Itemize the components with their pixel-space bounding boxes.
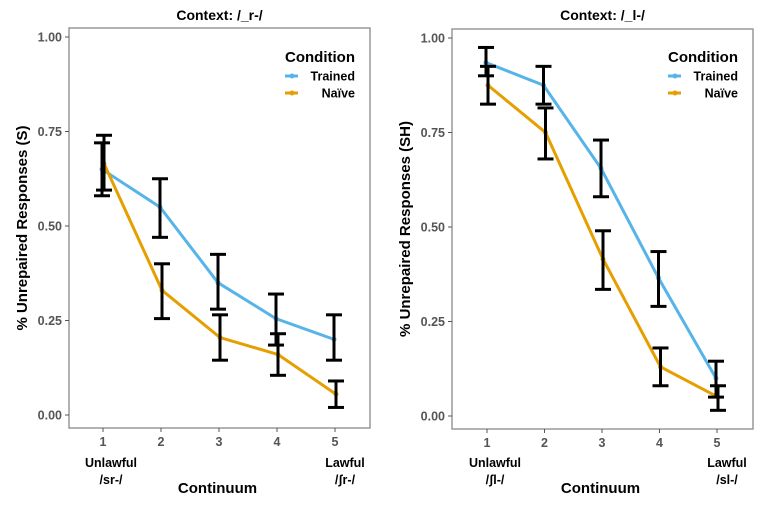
legend-entry: Trained [694, 70, 738, 84]
x-end-label-left: /sr-/ [100, 473, 123, 487]
x-tick-label: 1 [100, 435, 107, 449]
y-tick-label: 1.00 [421, 32, 445, 46]
x-tick-label: 3 [216, 435, 223, 449]
x-axis-title: Continuum [178, 480, 257, 497]
x-end-label-left: Unlawful [85, 456, 137, 470]
x-tick-label: 1 [484, 436, 491, 450]
legend-key-point [672, 73, 678, 79]
x-tick-label: 4 [656, 436, 663, 450]
x-tick-label: 5 [332, 435, 339, 449]
x-tick-label: 2 [541, 436, 548, 450]
y-tick-label: 0.50 [38, 220, 62, 234]
y-tick-label: 0.50 [421, 221, 445, 235]
x-end-label-right: Lawful [325, 456, 365, 470]
x-axis-title: Continuum [561, 480, 640, 497]
y-tick-label: 0.25 [38, 314, 62, 328]
legend-key-point [672, 90, 678, 96]
y-tick-label: 1.00 [38, 31, 62, 45]
x-end-label-right: /sl-/ [716, 473, 738, 487]
legend-entry: Naïve [322, 87, 355, 101]
y-axis-title: % Unrepaired Responses (SH) [397, 121, 414, 337]
x-tick-label: 3 [599, 436, 606, 450]
x-end-label-right: /ʃr-/ [335, 473, 356, 487]
y-tick-label: 0.00 [38, 409, 62, 423]
chart-title: Context: /_l-/ [560, 7, 645, 23]
series-line-trained [485, 61, 718, 379]
y-tick-label: 0.00 [421, 410, 445, 424]
legend-key-point [289, 90, 295, 96]
x-end-label-left: /ʃl-/ [486, 473, 505, 487]
y-tick-label: 0.75 [38, 125, 62, 139]
legend-key-point [289, 73, 295, 79]
x-end-label-left: Unlawful [469, 456, 521, 470]
y-axis-title: % Unrepaired Responses (S) [14, 125, 31, 330]
y-tick-label: 0.25 [421, 315, 445, 329]
x-tick-label: 2 [158, 435, 165, 449]
y-tick-label: 0.75 [421, 126, 445, 140]
legend-title: Condition [285, 49, 355, 66]
legend-entry: Trained [311, 70, 355, 84]
x-tick-label: 4 [274, 435, 281, 449]
legend-entry: Naïve [705, 87, 738, 101]
x-tick-label: 5 [714, 436, 721, 450]
chart-title: Context: /_r-/ [176, 7, 262, 23]
legend-title: Condition [668, 49, 738, 66]
x-end-label-right: Lawful [707, 456, 747, 470]
